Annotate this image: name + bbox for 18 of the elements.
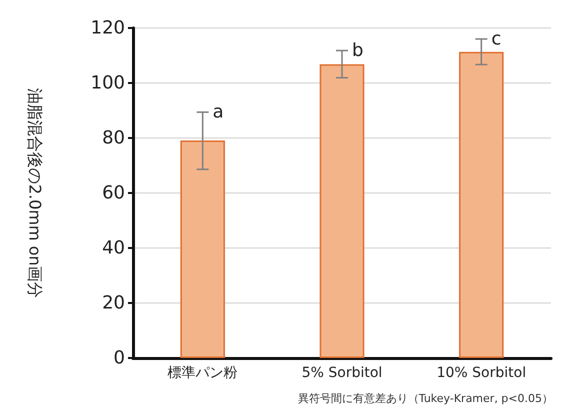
y-tick-label: 20 bbox=[102, 292, 125, 314]
y-tick-label: 100 bbox=[90, 72, 125, 94]
x-tick-label: 5% Sorbitol bbox=[302, 365, 382, 381]
annotation: c bbox=[491, 28, 502, 50]
y-tick-label: 40 bbox=[102, 238, 125, 258]
y-tick-label: 60 bbox=[102, 182, 125, 204]
annotation: a bbox=[212, 102, 224, 123]
y-tick-label: 80 bbox=[102, 128, 125, 148]
text: 異符号間に有意差あり（Tukey-Kramer, p<0.05） bbox=[298, 392, 553, 405]
bar bbox=[320, 64, 364, 358]
x-tick-label: 10% Sorbitol bbox=[436, 365, 526, 381]
y-tick-label: 0 bbox=[114, 348, 125, 368]
bar bbox=[459, 52, 504, 358]
annotation: b bbox=[352, 40, 364, 62]
bar bbox=[180, 140, 225, 358]
y-tick-label: 120 bbox=[90, 18, 125, 38]
x-tick-label: 標準パン粉 bbox=[168, 365, 238, 381]
y-axis-title: 油脂混合後の2.0mm on画分 bbox=[26, 88, 44, 298]
